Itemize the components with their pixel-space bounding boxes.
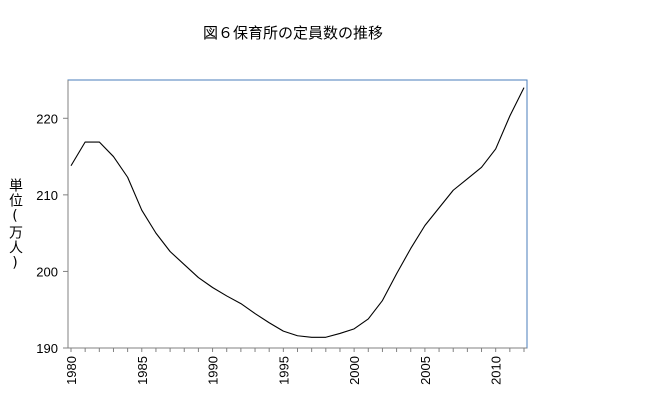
data-point xyxy=(141,210,142,211)
data-point xyxy=(410,248,411,249)
data-point xyxy=(240,303,241,304)
data-point xyxy=(226,295,227,296)
data-point xyxy=(169,251,170,252)
data-point xyxy=(113,156,114,157)
x-tick-label: 1985 xyxy=(135,356,150,385)
data-point xyxy=(382,300,383,301)
data-point xyxy=(523,87,524,88)
y-axis-label: 単位(万人) xyxy=(7,178,23,272)
axes xyxy=(67,80,527,349)
data-point xyxy=(155,233,156,234)
data-point xyxy=(509,115,510,116)
data-point xyxy=(495,148,496,149)
data-point xyxy=(184,264,185,265)
data-point xyxy=(354,328,355,329)
x-tick-label: 2000 xyxy=(347,356,362,385)
data-point xyxy=(325,337,326,338)
y-tick-label: 210 xyxy=(36,188,58,203)
data-point xyxy=(453,190,454,191)
x-tick-label: 1980 xyxy=(64,356,79,385)
data-point xyxy=(396,273,397,274)
data-point xyxy=(339,333,340,334)
data-point xyxy=(269,322,270,323)
x-tick-label: 2005 xyxy=(418,356,433,385)
data-point xyxy=(212,287,213,288)
series-line xyxy=(70,87,525,338)
data-point xyxy=(467,178,468,179)
chart-title: 図６保育所の定員数の推移 xyxy=(202,24,383,42)
data-point xyxy=(424,225,425,226)
data-point xyxy=(85,141,86,142)
data-point xyxy=(283,331,284,332)
data-point xyxy=(438,207,439,208)
plot-area-border xyxy=(67,79,528,349)
x-tick-label: 1990 xyxy=(206,356,221,385)
data-point xyxy=(99,141,100,142)
data-point xyxy=(297,335,298,336)
tick-marks xyxy=(63,117,525,352)
x-tick-label: 2010 xyxy=(489,356,504,385)
data-point xyxy=(311,337,312,338)
y-tick-label: 200 xyxy=(36,264,58,279)
x-tick-label: 1995 xyxy=(276,356,291,385)
tick-labels: 190 200 210 220 1980 1985 1990 1995 2000 2005 2010 xyxy=(36,111,503,385)
series-group xyxy=(70,87,525,338)
y-tick-label: 220 xyxy=(36,111,58,126)
data-point xyxy=(481,167,482,168)
data-point xyxy=(127,177,128,178)
data-point xyxy=(368,318,369,319)
data-point xyxy=(198,277,199,278)
y-tick-label: 190 xyxy=(36,341,58,356)
data-point xyxy=(70,165,71,166)
data-point xyxy=(254,313,255,314)
